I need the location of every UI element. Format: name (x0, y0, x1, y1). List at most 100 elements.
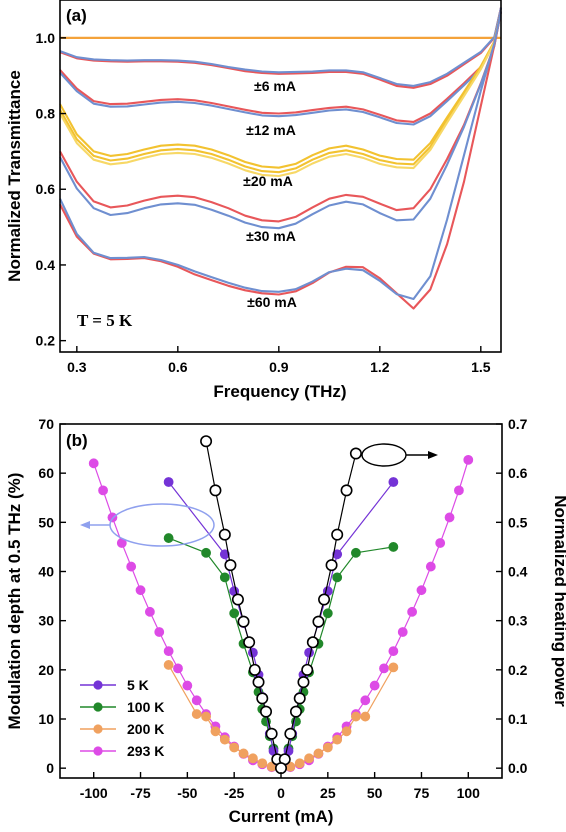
data-point (231, 593, 244, 606)
data-point (289, 705, 302, 718)
data-point (397, 627, 408, 637)
data-point (252, 676, 265, 689)
data-point (306, 636, 319, 649)
right-y-tick-label: 0.7 (508, 416, 528, 432)
data-point (229, 742, 240, 753)
x-tick-label: -100 (80, 785, 108, 801)
legend-item: 293 K (80, 743, 164, 759)
right-axis-ellipse (361, 443, 407, 467)
data-point (163, 646, 174, 657)
panel-b-series (88, 435, 474, 775)
x-tick-label: 1.5 (471, 359, 491, 375)
right-y-tick-label: 0.1 (508, 711, 528, 727)
data-point (444, 512, 455, 523)
left-axis-ellipse (109, 503, 215, 547)
series-100k (163, 533, 399, 770)
annotation-6ma: ±6 mA (254, 78, 296, 94)
data-point (201, 547, 211, 558)
legend-item: 100 K (80, 699, 164, 715)
data-point (340, 484, 353, 497)
series-line-2-2 (59, 7, 503, 126)
data-point (454, 485, 464, 496)
series-200k (163, 660, 399, 774)
y-tick-label: 1.0 (36, 30, 56, 46)
y-tick-label: 0.4 (36, 257, 56, 273)
data-point (332, 549, 343, 560)
data-point (219, 572, 230, 583)
right-axis-indicator (361, 443, 438, 467)
data-point (191, 695, 202, 706)
data-point (388, 477, 399, 487)
x-tick-label: 75 (414, 785, 430, 801)
panel-b: -100 -75 -50 -25 0 25 50 75 100 010203040506070 … (5, 416, 566, 826)
y-tick-label: 40 (38, 564, 54, 580)
y-tick-label: 60 (38, 465, 54, 481)
panel-a-frame (59, 0, 502, 353)
x-tick-label: 100 (457, 785, 481, 801)
data-point (201, 711, 211, 722)
legend-swatch-marker (93, 746, 103, 756)
panel-a-x-axis-label: Frequency (THz) (213, 382, 346, 401)
panel-b-x-axis-label: Current (mA) (229, 807, 334, 826)
data-point (256, 692, 269, 705)
panel-a-y-ticks: 0.2 0.4 0.6 0.8 1.0 (36, 30, 66, 349)
data-point (313, 748, 324, 759)
annotation-60ma: ±60 mA (247, 294, 297, 310)
data-point (332, 572, 343, 583)
data-point (435, 538, 446, 548)
data-point (265, 727, 278, 740)
data-point (224, 559, 237, 572)
annotation-20ma: ±20 mA (243, 173, 293, 189)
data-point (219, 549, 230, 560)
series-heating-power (200, 435, 362, 766)
series-line (205, 441, 357, 760)
y-tick-label: 0.8 (36, 106, 56, 122)
y-tick-label: 0.2 (36, 333, 56, 349)
data-point (322, 742, 333, 753)
legend-label: 200 K (127, 721, 164, 737)
right-y-tick-label: 0.6 (508, 465, 528, 481)
panel-a-label: (a) (66, 6, 87, 25)
data-point (163, 660, 174, 670)
panel-b-right-y-ticks: 0.0 0.1 0.2 0.3 0.4 0.5 0.6 0.7 (496, 416, 528, 776)
data-point (332, 734, 343, 745)
data-point (248, 753, 258, 764)
data-point (351, 711, 361, 722)
data-point (360, 695, 371, 706)
legend-label: 5 K (127, 677, 149, 693)
data-point (237, 615, 250, 628)
legend-swatch-marker (93, 680, 103, 690)
data-point (407, 606, 418, 617)
x-tick-label: 0.9 (269, 359, 289, 375)
series-line-3-1 (59, 11, 503, 169)
data-point (210, 726, 221, 737)
panel-a-y-axis-label: Normalized Transmittance (5, 70, 24, 282)
y-tick-label: 50 (38, 514, 54, 530)
right-y-tick-label: 0.4 (508, 564, 528, 580)
data-point (351, 547, 361, 558)
data-point (304, 753, 314, 764)
series-line-5-1 (59, 11, 503, 310)
annotation-12ma: ±12 mA (246, 122, 296, 138)
data-point (388, 646, 399, 657)
data-point (322, 608, 333, 619)
data-point (248, 663, 261, 676)
data-point (209, 484, 222, 497)
data-point (284, 727, 297, 740)
panel-b-plot: -100 -75 -50 -25 0 25 50 75 100 010203040506070 … (38, 416, 527, 801)
data-point (318, 593, 331, 606)
legend-swatch-marker (93, 702, 103, 712)
data-point (297, 676, 310, 689)
data-point (218, 528, 231, 541)
annotation-temperature: T = 5 K (77, 311, 133, 330)
y-tick-label: 0.6 (36, 181, 56, 197)
legend-item: 5 K (80, 677, 149, 693)
y-tick-label: 0 (46, 760, 54, 776)
y-tick-label: 10 (38, 711, 54, 727)
data-point (425, 561, 436, 572)
data-point (163, 477, 174, 487)
data-point (126, 561, 137, 572)
legend-item: 200 K (80, 721, 164, 737)
data-point (144, 606, 155, 617)
